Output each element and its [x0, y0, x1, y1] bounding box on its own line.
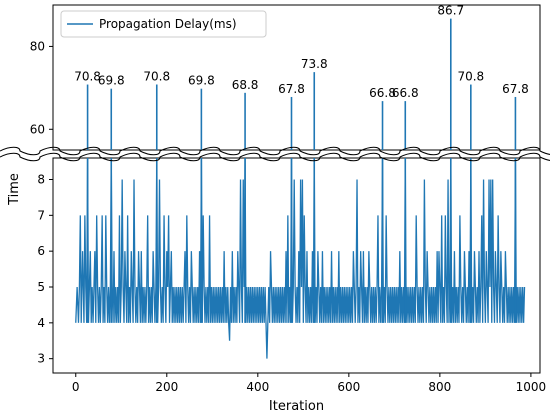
legend: Propagation Delay(ms)	[60, 10, 267, 38]
peak-label: 68.8	[232, 78, 259, 92]
peak-label: 70.8	[143, 70, 170, 84]
y-tick-label-upper: 60	[30, 122, 45, 136]
y-tick-label-lower: 8	[37, 173, 45, 187]
x-tick-label: 0	[72, 380, 80, 394]
lower-panel	[52, 157, 541, 374]
axis-layer: 0 200 400 600 800 1000 3 4 5 6 7 8 60 80	[30, 39, 546, 394]
x-tick-label: 600	[337, 380, 360, 394]
series-line-lower	[75, 157, 526, 359]
legend-box	[60, 10, 267, 38]
x-tick-label: 200	[155, 380, 178, 394]
x-tick-label: 1000	[516, 380, 547, 394]
peak-label: 70.8	[457, 70, 484, 84]
y-axis-label: Time	[7, 173, 22, 206]
peak-label-layer: 70.869.8 70.8 69.8 68.8 67.873.866.866.886.7…	[74, 4, 529, 100]
y-tick-label-lower: 6	[37, 244, 45, 258]
peak-label: 67.8	[278, 82, 305, 96]
y-tick-label-upper: 80	[30, 39, 45, 53]
peak-label: 66.8	[369, 86, 396, 100]
y-tick-label-lower: 4	[37, 316, 45, 330]
series-layer	[75, 18, 526, 359]
y-tick-label-lower: 7	[37, 208, 45, 222]
y-tick-label-lower: 3	[37, 352, 45, 366]
upper-panel-frame	[52, 4, 541, 151]
peak-label: 73.8	[301, 57, 328, 71]
x-tick-label: 800	[428, 380, 451, 394]
peak-label: 66.8	[392, 86, 419, 100]
peak-label: 70.8	[74, 70, 101, 84]
y-tick-label-lower: 5	[37, 280, 45, 294]
peak-label: 69.8	[188, 74, 215, 88]
lower-panel-frame	[52, 157, 541, 374]
axis-break-wave-top	[0, 146, 550, 156]
peak-label: 67.8	[502, 82, 529, 96]
peak-label: 86.7	[437, 4, 464, 18]
peak-label: 69.8	[98, 74, 125, 88]
axis-break-marks	[0, 146, 550, 162]
axis-break-gap	[0, 150, 550, 158]
x-tick-label: 400	[246, 380, 269, 394]
axis-break-wave-bottom	[0, 152, 550, 162]
x-axis-label: Iteration	[269, 399, 324, 414]
legend-entry-label: Propagation Delay(ms)	[99, 17, 237, 31]
upper-panel	[52, 4, 541, 151]
